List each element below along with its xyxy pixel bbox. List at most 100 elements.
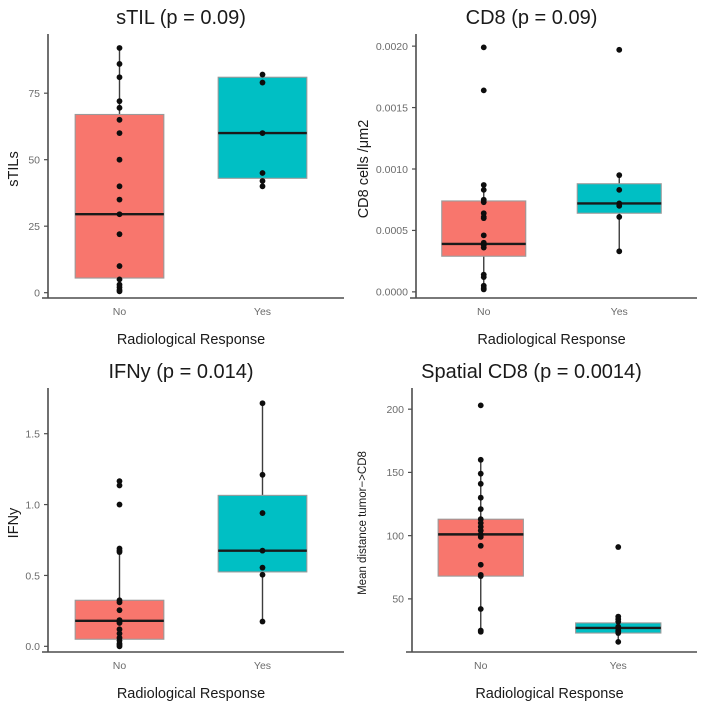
data-point [615,544,622,550]
x-tick-label-stil-yes: Yes [254,306,271,318]
data-point [477,573,484,580]
y-tick-label-ifny-1: 0.5 [25,570,40,582]
data-point [116,211,123,218]
box-group-cd8-yes [576,175,662,252]
y-tick-label-cd8-4: 0.0020 [376,41,408,53]
data-point [480,199,487,206]
data-point [116,626,123,633]
points-ifny-yes [259,400,266,625]
y-tick-label-ifny-0: 0.0 [25,641,40,653]
y-tick-label-spatial_cd8-1: 100 [386,530,404,542]
y-axis-title-cd8: CD8 cells /μm2 [356,120,372,219]
x-tick-label-spatial_cd8-no: No [474,660,488,672]
y-tick-label-stil-0: 0 [34,287,40,299]
data-point [259,178,266,184]
data-point [615,618,622,625]
y-tick-label-cd8-3: 0.0015 [376,102,408,114]
data-point [259,400,266,407]
y-tick-label-spatial_cd8-2: 150 [386,467,404,479]
x-tick-label-ifny-no: No [113,660,127,672]
panel-stil: sTIL (p = 0.09) 0 25 50 75 No Yes Radiological … [0,0,350,354]
data-point [480,286,487,293]
data-point [116,231,123,238]
y-tick-label-ifny-2: 1.0 [25,499,40,511]
x-tick-label-ifny-yes: Yes [254,660,271,672]
y-tick-label-stil-2: 50 [28,154,40,166]
y-tick-label-cd8-1: 0.0005 [376,225,408,237]
data-point [477,542,484,549]
box-group-stil-no [74,47,165,293]
data-point [477,561,484,568]
plot-area-spatial_cd8: Spatial CD8 (p = 0.0014) 50 100 150 200 No Yes… [357,361,697,702]
data-point [616,202,623,209]
points-stil-no [116,45,123,295]
data-point [116,130,123,136]
data-point [116,263,123,269]
data-point [259,564,266,571]
points-cd8-no [480,44,487,293]
data-point [116,98,123,105]
data-point [116,116,123,123]
panel-ifny: IFNy (p = 0.014) 0.0 0.5 1.0 1.5 No Yes Radiolo… [0,354,350,708]
box-stil-no [74,113,165,279]
data-point [477,506,484,512]
data-point [615,638,622,645]
x-axis-title-cd8: Radiological Response [477,332,625,348]
data-point [477,494,484,501]
x-axis-title-stil: Radiological Response [117,332,265,348]
x-axis-title-spatial_cd8: Radiological Response [475,686,623,702]
data-point [116,45,123,51]
panel-title-ifny: IFNy (p = 0.014) [108,361,253,383]
y-axis-title-ifny: IFNy [6,507,22,538]
data-point [616,214,623,220]
x-axis-title-ifny: Radiological Response [117,686,265,702]
data-point [480,232,487,239]
data-point [480,182,487,188]
data-point [116,607,123,614]
data-point [116,196,123,203]
data-point [259,571,266,578]
data-point [480,44,487,51]
data-point [116,288,123,295]
y-tick-label-spatial_cd8-3: 200 [386,404,404,416]
data-point [259,618,266,625]
y-tick-label-ifny-3: 1.5 [25,428,40,440]
y-tick-label-stil-3: 75 [28,88,40,100]
panel-title-spatial_cd8: Spatial CD8 (p = 0.0014) [421,361,642,383]
data-point [615,630,622,636]
data-point [259,510,266,516]
data-point [116,549,123,555]
data-point [116,630,123,637]
data-point [116,276,123,283]
data-point [116,74,123,81]
data-point [259,130,266,136]
data-point [616,172,623,179]
data-point [259,547,266,554]
data-point [259,71,266,78]
data-point [477,606,484,612]
data-point [259,170,266,176]
y-tick-label-spatial_cd8-0: 50 [392,594,404,606]
data-point [259,79,266,86]
data-point [477,456,484,463]
data-point [477,480,484,487]
data-point [116,478,123,485]
plot-area-ifny: IFNy (p = 0.014) 0.0 0.5 1.0 1.5 No Yes Radiolo… [6,361,344,702]
data-point [259,183,266,190]
data-point [480,186,487,193]
data-point [116,620,123,626]
data-point [616,248,623,255]
data-point [616,46,623,53]
x-tick-label-spatial_cd8-yes: Yes [610,660,627,672]
panel-title-stil: sTIL (p = 0.09) [116,7,246,29]
y-tick-label-cd8-0: 0.0000 [376,287,408,299]
y-tick-label-stil-1: 25 [28,221,40,233]
data-point [616,186,623,193]
points-spatial_cd8-yes [615,544,622,645]
points-stil-yes [259,71,266,190]
panel-cd8: CD8 (p = 0.09) 0.0000 0.0005 0.0010 0.0015 0.… [350,0,701,354]
y-tick-label-cd8-2: 0.0010 [376,164,408,176]
plot-area-stil: sTIL (p = 0.09) 0 25 50 75 No Yes Radiological … [6,7,344,348]
data-point [116,643,123,650]
